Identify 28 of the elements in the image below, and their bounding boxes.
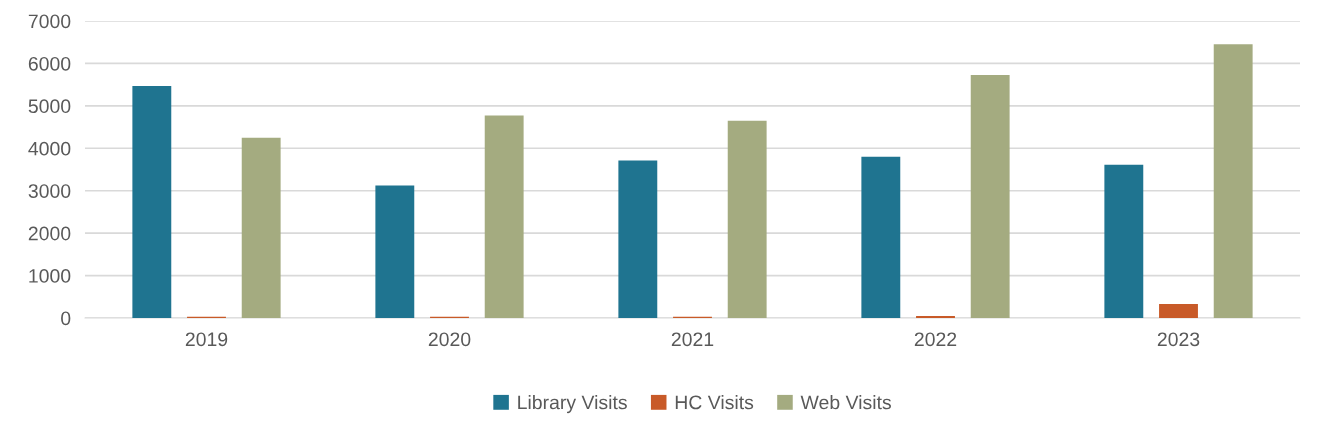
- bar: [970, 74, 1010, 318]
- bar: [1104, 164, 1144, 318]
- x-tick-label: 2019: [185, 332, 228, 347]
- x-tick-label: 2020: [428, 332, 471, 347]
- bar: [484, 115, 524, 318]
- bar: [1159, 304, 1198, 318]
- bar: [727, 120, 767, 318]
- y-tick-label: 1000: [29, 269, 71, 283]
- bar: [1213, 44, 1253, 318]
- bar: [916, 315, 955, 318]
- bar: [861, 156, 901, 318]
- x-tick-label: 2022: [914, 332, 957, 347]
- x-tick-label: 2023: [1157, 332, 1200, 347]
- y-tick-label: 3000: [28, 184, 71, 198]
- legend-label: Library Visits: [518, 395, 627, 414]
- bar: [618, 160, 658, 318]
- x-tick-label: 2021: [671, 332, 714, 347]
- y-tick-label: 0: [61, 311, 71, 326]
- y-tick-label: 7000: [28, 14, 71, 29]
- y-tick-label: 2000: [28, 226, 71, 241]
- y-tick-label: 5000: [28, 99, 71, 114]
- bar: [132, 85, 172, 318]
- bar: [241, 137, 281, 318]
- legend-label: Web Visits: [800, 395, 891, 410]
- bar: [375, 185, 415, 318]
- y-tick-label: 6000: [28, 56, 71, 71]
- legend-label: HC Visits: [675, 395, 754, 410]
- y-tick-label: 4000: [28, 141, 71, 156]
